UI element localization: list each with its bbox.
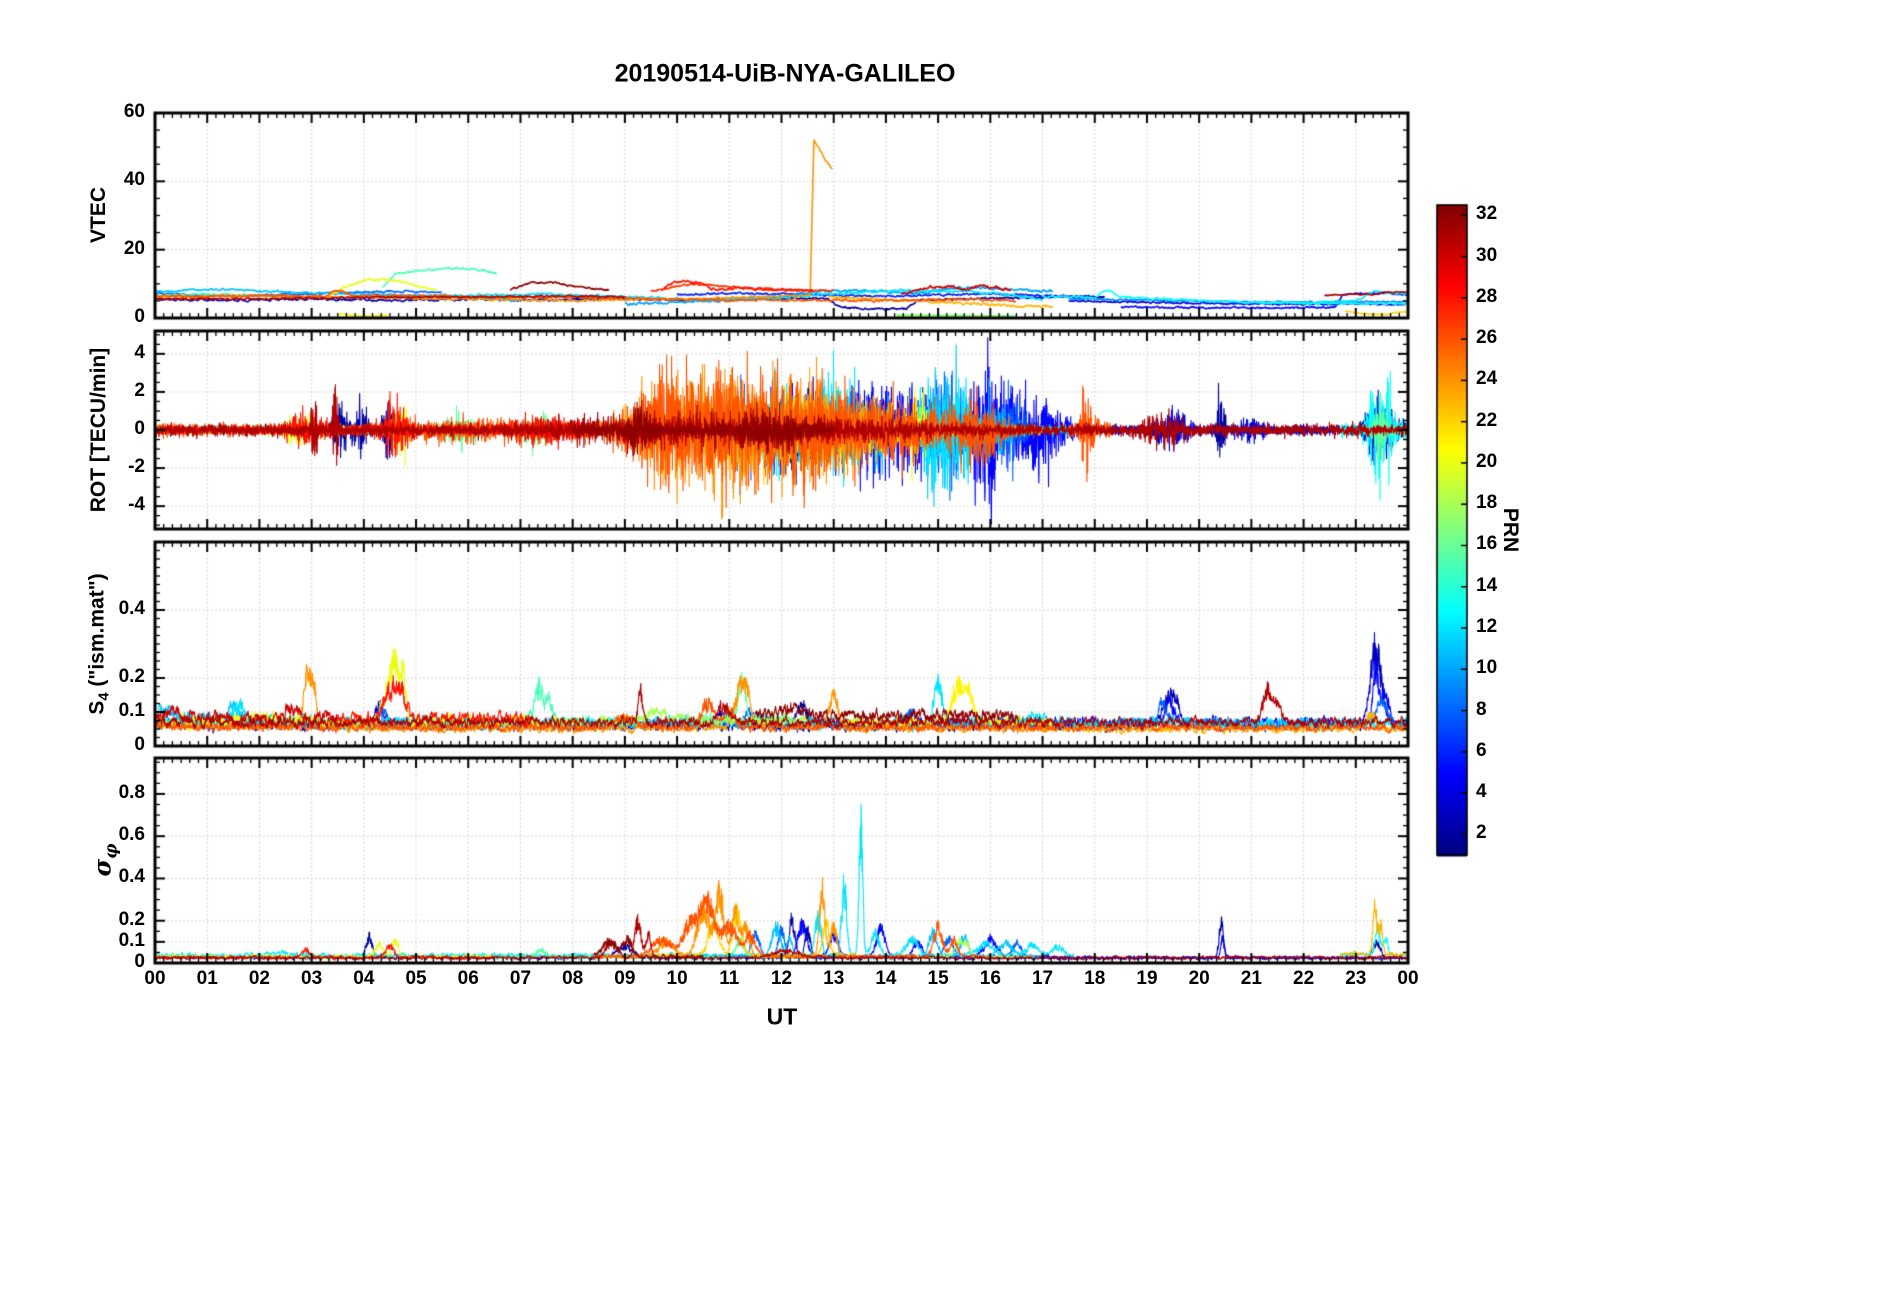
y-tick-label: 20	[123, 237, 145, 259]
y-tick-label: 0	[134, 734, 145, 755]
colorbar-tick-label: 24	[1476, 368, 1498, 390]
x-tick-label: 22	[1293, 968, 1315, 989]
x-tick-label: 04	[353, 968, 375, 989]
x-tick-label: 05	[405, 968, 427, 989]
x-tick-label: 09	[614, 968, 636, 989]
y-tick-label: -4	[128, 494, 145, 516]
y-tick-label: 0	[134, 418, 145, 439]
x-tick-label: 14	[875, 968, 897, 989]
y-tick-label: 40	[123, 169, 145, 191]
colorbar-tick-label: 4	[1476, 781, 1487, 803]
y-tick-label: 0.2	[118, 666, 145, 687]
x-tick-label: 20	[1188, 968, 1210, 989]
x-tick-label: 02	[248, 968, 270, 989]
y-tick-label: 2	[134, 379, 145, 401]
ylabel-vtec: VTEC	[87, 186, 110, 244]
colorbar-tick-label: 18	[1476, 492, 1498, 514]
colorbar-tick-label: 22	[1476, 409, 1498, 431]
colorbar-tick-label: 28	[1476, 285, 1498, 307]
x-tick-label: 17	[1031, 968, 1054, 989]
x-tick-label: 10	[666, 968, 688, 989]
x-tick-label: 23	[1345, 968, 1367, 989]
x-tick-label: 00	[144, 968, 166, 989]
x-tick-label: 11	[719, 968, 740, 989]
colorbar-tick-label: 2	[1476, 822, 1487, 844]
y-tick-label: 0	[134, 951, 145, 972]
x-tick-label: 00	[1397, 968, 1419, 989]
x-tick-label: 08	[562, 968, 584, 989]
y-tick-label: 0.1	[118, 929, 145, 951]
figure-title: 20190514-UiB-NYA-GALILEO	[614, 59, 956, 88]
x-tick-label: 12	[770, 968, 793, 989]
xlabel-ut: UT	[766, 1003, 798, 1030]
x-tick-label: 07	[509, 968, 532, 989]
y-tick-label: 0.2	[118, 908, 145, 930]
ylabel-s4: S4 ("ism.mat")	[85, 573, 112, 714]
y-tick-label: 0.8	[118, 781, 145, 803]
colorbar-tick-label: 6	[1476, 739, 1487, 761]
y-tick-label: 0	[134, 306, 145, 327]
colorbar-tick-label: 12	[1476, 616, 1498, 638]
y-tick-label: 0.6	[118, 824, 145, 846]
colorbar-tick-label: 8	[1476, 698, 1487, 720]
colorbar-tick-label: 32	[1476, 203, 1498, 225]
x-tick-label: 21	[1240, 968, 1262, 989]
y-tick-label: 0.4	[118, 866, 145, 888]
colorbar-tick-label: 10	[1476, 657, 1498, 679]
x-tick-label: 16	[979, 968, 1001, 989]
colorbar-tick-label: 14	[1476, 574, 1498, 596]
x-tick-label: 19	[1136, 968, 1158, 989]
x-tick-label: 13	[823, 968, 845, 989]
y-tick-label: 0.1	[118, 700, 145, 721]
colorbar-tick-label: 20	[1476, 450, 1498, 472]
x-tick-label: 18	[1084, 968, 1106, 989]
colorbar-tick-label: 30	[1476, 244, 1498, 266]
colorbar-tick-label: 26	[1476, 327, 1498, 349]
x-tick-label: 06	[457, 968, 479, 989]
x-tick-label: 03	[301, 968, 323, 989]
y-tick-label: 0.4	[118, 598, 145, 619]
colorbar-tick-label: 16	[1476, 533, 1498, 555]
x-tick-label: 15	[927, 968, 949, 989]
colorbar-label-prn: PRN	[1499, 507, 1522, 553]
x-tick-label: 01	[196, 968, 218, 989]
y-tick-label: 60	[123, 101, 145, 122]
y-tick-label: 4	[134, 341, 145, 363]
y-tick-label: -2	[128, 456, 145, 478]
